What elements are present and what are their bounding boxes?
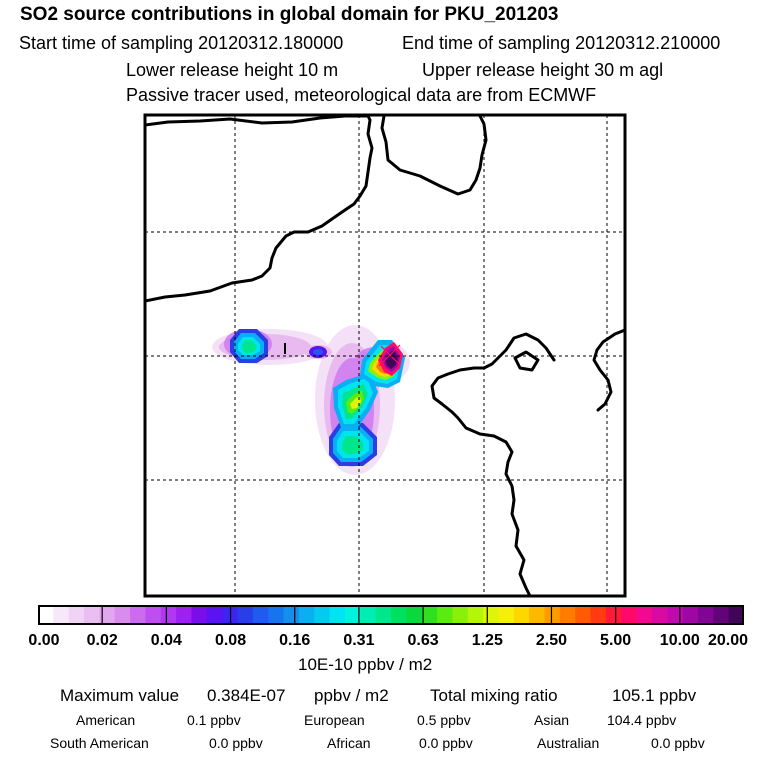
color-scale-swatch xyxy=(636,605,653,625)
color-scale-swatch xyxy=(498,605,515,625)
color-scale-swatch xyxy=(145,605,162,625)
color-scale-swatch xyxy=(697,605,714,625)
color-scale-swatch xyxy=(529,605,546,625)
color-scale-swatch xyxy=(590,605,607,625)
color-scale-swatch xyxy=(206,605,223,625)
source-european-value: 0.5 ppbv xyxy=(417,712,471,728)
color-scale-label: 0.63 xyxy=(407,632,439,649)
color-scale-swatch xyxy=(544,605,561,625)
tracer-note: Passive tracer used, meteorological data… xyxy=(126,85,597,105)
source-american-name: American xyxy=(76,712,136,728)
sampling-end-time: End time of sampling 20120312.210000 xyxy=(402,33,721,53)
color-scale-swatch xyxy=(268,605,285,625)
color-scale-label: 20.00 xyxy=(707,632,749,649)
color-scale-label: 0.04 xyxy=(150,632,182,649)
total-mixing-ratio-label: Total mixing ratio xyxy=(430,686,558,705)
source-asian-name: Asian xyxy=(534,712,570,728)
color-scale-swatch xyxy=(344,605,361,625)
color-scale-label: 0.00 xyxy=(28,632,60,649)
color-scale-swatch xyxy=(130,605,147,625)
upper-release-height: Upper release height 30 m agl xyxy=(422,60,664,80)
color-scale-swatch xyxy=(329,605,346,625)
max-value-unit: ppbv / m2 xyxy=(314,686,389,705)
color-scale-swatch xyxy=(53,605,70,625)
map-frame xyxy=(143,113,627,598)
color-scale-swatch xyxy=(68,605,85,625)
source-african-value: 0.0 ppbv xyxy=(419,735,473,751)
color-scale-swatch xyxy=(559,605,576,625)
color-scale-swatch xyxy=(298,605,315,625)
color-scale-label: 2.50 xyxy=(535,632,568,649)
color-scale-swatch xyxy=(406,605,423,625)
color-scale-swatch xyxy=(651,605,668,625)
color-scale-swatch xyxy=(513,605,530,625)
color-scale-swatch xyxy=(728,605,744,625)
color-scale-swatch xyxy=(483,605,500,625)
color-scale-swatch xyxy=(682,605,699,625)
release-site-marker xyxy=(378,344,401,367)
color-scale-swatch xyxy=(99,605,116,625)
color-scale-label: 0.08 xyxy=(214,632,247,649)
color-scale-swatch xyxy=(467,605,484,625)
color-scale-swatch xyxy=(38,605,54,625)
color-scale-swatch xyxy=(421,605,438,625)
color-scale-swatch xyxy=(314,605,331,625)
color-scale-swatch xyxy=(114,605,131,625)
color-scale-label: 1.25 xyxy=(471,632,503,649)
color-scale-label: 10.00 xyxy=(659,632,700,649)
color-scale-swatch xyxy=(452,605,469,625)
source-south-american-name: South American xyxy=(50,735,149,751)
color-scale-label: 0.16 xyxy=(279,632,311,649)
color-scale-label: 5.00 xyxy=(600,632,632,649)
color-scale-swatch xyxy=(252,605,269,625)
color-scale-unit: 10E-10 ppbv / m2 xyxy=(298,655,433,674)
source-american-value: 0.1 ppbv xyxy=(187,712,241,728)
color-scale-swatch xyxy=(237,605,254,625)
color-scale-swatch xyxy=(283,605,300,625)
color-scale-bar xyxy=(38,605,744,625)
max-value: 0.384E-07 xyxy=(207,686,286,705)
color-scale-swatch xyxy=(84,605,100,625)
color-scale-swatch xyxy=(191,605,208,625)
source-european-name: European xyxy=(304,712,365,728)
color-scale-swatch xyxy=(713,605,730,625)
color-scale-frame xyxy=(38,605,744,625)
color-scale-swatch xyxy=(605,605,622,625)
color-scale-swatch xyxy=(375,605,392,625)
sampling-start-time: Start time of sampling 20120312.180000 xyxy=(19,33,344,53)
color-scale-swatch xyxy=(667,605,684,625)
source-australian-value: 0.0 ppbv xyxy=(651,735,705,751)
source-south-american-value: 0.0 ppbv xyxy=(209,735,263,751)
color-scale-swatch xyxy=(176,605,193,625)
color-scale-swatch xyxy=(621,605,638,625)
total-mixing-ratio-value: 105.1 ppbv xyxy=(612,686,697,705)
color-scale-swatch xyxy=(360,605,377,625)
source-asian-value: 104.4 ppbv xyxy=(607,712,677,728)
color-scale-swatch xyxy=(575,605,592,625)
color-scale-swatch xyxy=(437,605,453,625)
source-african-name: African xyxy=(327,735,371,751)
color-scale-swatch xyxy=(391,605,407,625)
source-australian-name: Australian xyxy=(537,735,600,751)
color-scale-label: 0.02 xyxy=(86,632,118,649)
plot-title: SO2 source contributions in global domai… xyxy=(20,4,559,25)
lower-release-height: Lower release height 10 m xyxy=(126,60,339,80)
max-value-label: Maximum value xyxy=(60,686,180,705)
color-scale-swatch xyxy=(160,605,177,625)
graticule xyxy=(145,115,625,596)
color-scale-label: 0.31 xyxy=(343,632,375,649)
